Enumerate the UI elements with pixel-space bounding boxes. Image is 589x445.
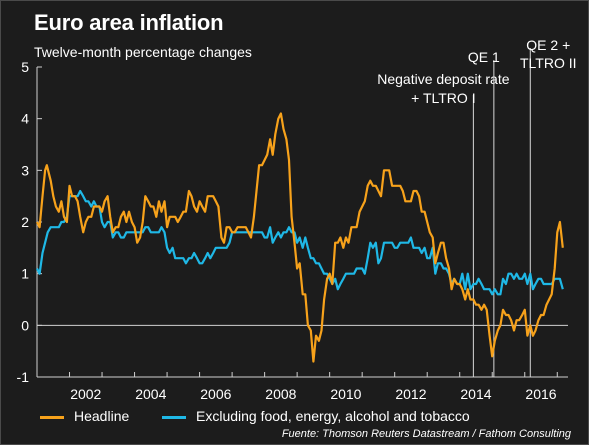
- y-tick-label: -1: [17, 369, 30, 385]
- x-tick-label: 2014: [460, 386, 491, 402]
- annotation-label: QE 1: [468, 49, 500, 65]
- y-tick-label: 4: [21, 111, 29, 127]
- source-note: Fuente: Thomson Reuters Datastream / Fat…: [281, 428, 571, 440]
- x-tick-label: 2004: [135, 386, 166, 402]
- x-tick-label: 2002: [70, 386, 101, 402]
- legend-label-core: Excluding food, energy, alcohol and toba…: [196, 408, 470, 424]
- y-tick-label: 5: [21, 59, 29, 75]
- x-tick-label: 2008: [265, 386, 296, 402]
- legend-label-headline: Headline: [74, 408, 130, 424]
- chart-title: Euro area inflation: [34, 10, 224, 35]
- annotation-label: TLTRO II: [520, 55, 577, 71]
- annotation-label: QE 2 +: [526, 37, 570, 53]
- x-tick-label: 2016: [525, 386, 556, 402]
- y-tick-label: 1: [21, 266, 29, 282]
- series-line-core: [36, 189, 564, 296]
- y-tick-label: 3: [21, 162, 29, 178]
- x-tick-label: 2006: [200, 386, 231, 402]
- chart-subtitle: Twelve-month percentage changes: [34, 44, 252, 60]
- y-tick-label: 2: [21, 214, 29, 230]
- x-tick-label: 2010: [330, 386, 361, 402]
- legend-swatch-headline: [40, 416, 64, 419]
- x-tick-label: 2012: [395, 386, 426, 402]
- series-line-headline: [36, 112, 564, 363]
- annotation-label: + TLTRO I: [411, 90, 475, 106]
- legend-swatch-core: [162, 416, 186, 419]
- annotation-label: Negative deposit rate: [377, 71, 510, 87]
- y-tick-label: 0: [21, 317, 29, 333]
